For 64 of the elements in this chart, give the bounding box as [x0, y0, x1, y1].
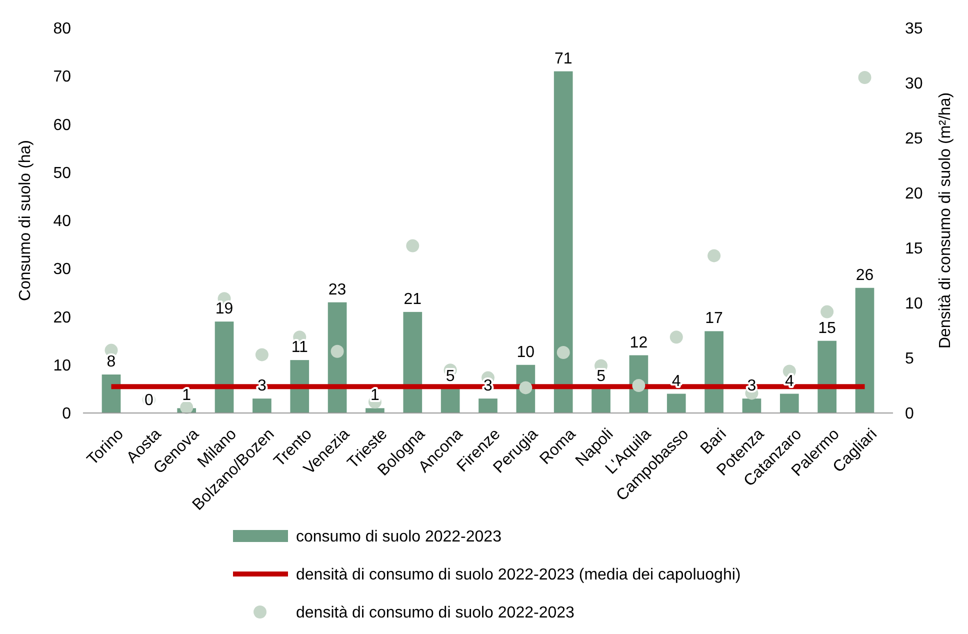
legend-label: consumo di suolo 2022-2023: [296, 528, 502, 546]
bar: [704, 331, 724, 413]
y-tick-label: 10: [53, 357, 72, 374]
point: [708, 249, 721, 262]
y-tick-label: 70: [53, 68, 72, 86]
y2-tick-label: 30: [905, 76, 923, 93]
data-label: 5: [446, 368, 455, 385]
data-label: 12: [630, 334, 648, 352]
bar: [780, 394, 799, 413]
data-label: 21: [404, 290, 422, 308]
bar: [214, 322, 234, 413]
point: [820, 305, 834, 318]
point: [330, 344, 344, 358]
bar: [403, 312, 422, 413]
y2-tick-label: 0: [905, 406, 914, 423]
y-tick-label: 30: [53, 261, 72, 278]
point: [670, 330, 683, 344]
y-tick-label: 40: [53, 213, 72, 230]
point: [556, 346, 570, 359]
point: [406, 239, 420, 252]
y-tick-label: 60: [53, 116, 72, 134]
y2-tick-label: 25: [905, 130, 923, 148]
point: [632, 379, 646, 392]
bar: [328, 302, 347, 413]
legend-label: densità di consumo di suolo 2022-2023 (media dei capoluoghi): [296, 566, 741, 584]
data-label: 11: [291, 339, 308, 356]
data-label: 71: [554, 50, 572, 68]
bar: [102, 374, 121, 413]
bar: [592, 388, 610, 413]
data-label: 8: [106, 354, 116, 370]
bar: [855, 288, 874, 413]
bar: [478, 398, 498, 413]
point: [180, 401, 194, 414]
y2-tick-label: 10: [905, 296, 923, 313]
y2-tick-label: 5: [905, 350, 914, 368]
legend-label: densità di consumo di suolo 2022-2023: [296, 604, 575, 622]
y-tick-label: 80: [53, 20, 72, 38]
data-label: 0: [144, 392, 154, 409]
data-label: 15: [818, 320, 836, 337]
point: [858, 71, 872, 84]
y-tick-label: 50: [53, 164, 72, 182]
bar: [366, 408, 384, 413]
y2-axis-title: Densità di consumo di suolo (m²/ha): [937, 92, 954, 349]
point: [255, 348, 268, 362]
data-label: 26: [856, 266, 874, 284]
bar: [252, 398, 272, 413]
bar: [440, 388, 460, 413]
data-label: 1: [182, 387, 192, 404]
data-label: 5: [596, 368, 606, 385]
y2-tick-label: 35: [905, 20, 923, 38]
y-tick-label: 0: [62, 406, 72, 423]
bar: [818, 340, 836, 413]
data-label: 17: [705, 310, 724, 328]
data-label: 19: [215, 300, 234, 318]
data-label: 10: [516, 344, 535, 361]
y2-tick-label: 15: [905, 240, 923, 258]
bar: [666, 394, 686, 413]
bar: [742, 398, 762, 413]
y-axis-title: Consumo di suolo (ha): [17, 140, 34, 301]
bar: [554, 71, 573, 413]
data-label: 1: [370, 387, 380, 404]
data-label: 23: [328, 281, 346, 298]
y-tick-label: 20: [53, 309, 72, 326]
y2-tick-label: 20: [905, 186, 923, 203]
